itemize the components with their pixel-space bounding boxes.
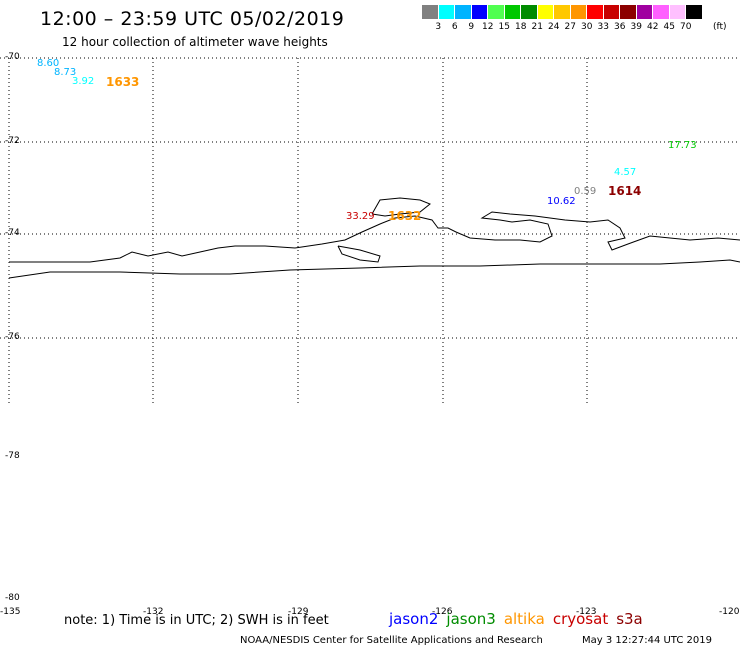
swh-reading: 8.60 [37, 58, 60, 69]
legend-swatch [669, 5, 686, 19]
legend-swatch [471, 5, 488, 19]
legend-label: 36 [614, 22, 626, 32]
legend-swatch [570, 5, 587, 19]
legend-label: 30 [581, 22, 593, 32]
satellite-name: altika [503, 610, 545, 628]
legend-swatch [438, 5, 455, 19]
swh-reading: 3.92 [72, 76, 95, 87]
legend-label: 21 [531, 22, 543, 32]
color-scale-labels: 3 6 9 12 15 18 21 24 27 30 33 36 39 42 45 70 [422, 22, 694, 32]
longitude-label: -135 [0, 607, 21, 617]
color-scale-legend [422, 5, 703, 19]
credit-line: NOAA/NESDIS Center for Satellite Applica… [240, 635, 543, 646]
longitude-label: -120 [719, 607, 740, 617]
latitude-label: -72 [5, 136, 20, 146]
swh-reading: 10.62 [547, 196, 576, 207]
legend-swatch [653, 5, 670, 19]
title: 12:00 – 23:59 UTC 05/02/2019 [40, 8, 345, 30]
satellite-name: jason3 [446, 610, 496, 628]
subtitle: 12 hour collection of altimeter wave hei… [62, 35, 328, 49]
swh-reading: 0.59 [574, 186, 597, 197]
latitude-label: -70 [5, 52, 20, 62]
legend-swatch [537, 5, 554, 19]
longitude-label: -123 [576, 607, 597, 617]
legend-swatch [686, 5, 703, 19]
legend-swatch [603, 5, 620, 19]
satellite-name: jason2 [389, 610, 439, 628]
legend-label: 9 [468, 22, 475, 32]
ice-shelf-island [371, 197, 431, 217]
legend-swatch [422, 5, 439, 19]
latitude-label: -80 [5, 593, 20, 603]
footer-note: note: 1) Time is in UTC; 2) SWH is in fe… [64, 613, 329, 628]
legend-label: 15 [498, 22, 510, 32]
longitude-label: -129 [288, 607, 309, 617]
legend-swatch [587, 5, 604, 19]
legend-label: 24 [548, 22, 560, 32]
legend-label: 3 [435, 22, 442, 32]
legend-swatch [488, 5, 505, 19]
legend-swatch [455, 5, 472, 19]
latitude-label: -76 [5, 332, 20, 342]
pass-label: 1633 [106, 75, 140, 89]
legend-label: 42 [647, 22, 659, 32]
legend-label: 39 [630, 22, 642, 32]
pass-label: 1614 [608, 184, 642, 198]
swh-reading: 17.73 [668, 140, 697, 151]
swh-reading: 4.57 [614, 167, 637, 178]
timestamp: May 3 12:27:44 UTC 2019 [582, 635, 712, 646]
legend-label: 6 [451, 22, 458, 32]
longitude-label: -132 [143, 607, 164, 617]
coastline-south [8, 259, 740, 279]
satellite-name: s3a [616, 610, 643, 628]
graticule [0, 57, 740, 405]
coastline [8, 197, 740, 279]
satellite-legend: jason2 jason3 altika cryosat s3a [389, 610, 643, 628]
legend-label: 27 [564, 22, 576, 32]
swh-reading: 33.29 [346, 211, 375, 222]
legend-swatch [620, 5, 637, 19]
latitude-label: -78 [5, 451, 20, 461]
legend-swatch [636, 5, 653, 19]
legend-label: 12 [482, 22, 494, 32]
pass-label: 1632 [388, 209, 422, 223]
swh-reading: 8.73 [54, 67, 77, 78]
ice-shelf-edge [9, 211, 740, 263]
legend-label: 33 [597, 22, 609, 32]
legend-label: 18 [515, 22, 527, 32]
longitude-label: -126 [432, 607, 453, 617]
legend-swatch [504, 5, 521, 19]
legend-swatch [521, 5, 538, 19]
coastline-inlet [337, 245, 381, 263]
legend-label: 45 [663, 22, 675, 32]
satellite-name: cryosat [552, 610, 609, 628]
color-scale-unit: (ft) [713, 22, 727, 32]
legend-label: 70 [680, 22, 692, 32]
latitude-label: -74 [5, 228, 20, 238]
legend-swatch [554, 5, 571, 19]
